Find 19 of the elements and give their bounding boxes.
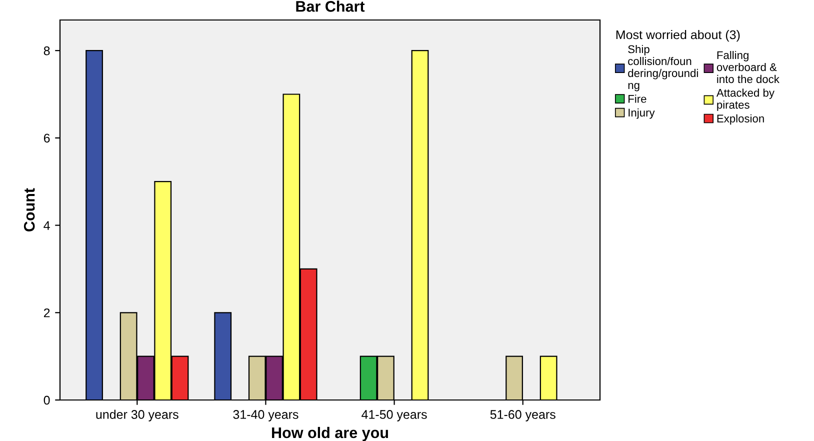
legend-label: Explosion [717, 114, 764, 125]
y-tick-label: 8 [44, 46, 50, 56]
chart-title: Bar Chart [296, 0, 365, 12]
legend-label: Fire [628, 94, 646, 103]
x-tick-label: 31-40 years [233, 410, 298, 422]
y-tick-label: 4 [44, 221, 50, 230]
x-axis-title: How old are you [272, 426, 388, 441]
y-tick-label: 0 [44, 396, 50, 405]
legend-label: Injury [628, 108, 655, 119]
legend-label: Attacked by pirates [716, 88, 774, 111]
x-tick-label: 41-50 years [362, 410, 427, 422]
y-tick-label: 2 [44, 308, 50, 318]
y-tick-label: 6 [44, 134, 50, 143]
y-axis-title: Count [24, 188, 35, 232]
x-tick-label: under 30 years [96, 410, 178, 422]
legend-label: Falling overboard & into the dock [716, 50, 780, 84]
legend-label: Ship collision/foundering/grounding [628, 44, 698, 92]
legend-title: Most worried about (3) [616, 30, 740, 42]
x-tick-label: 51-60 years [490, 410, 556, 422]
